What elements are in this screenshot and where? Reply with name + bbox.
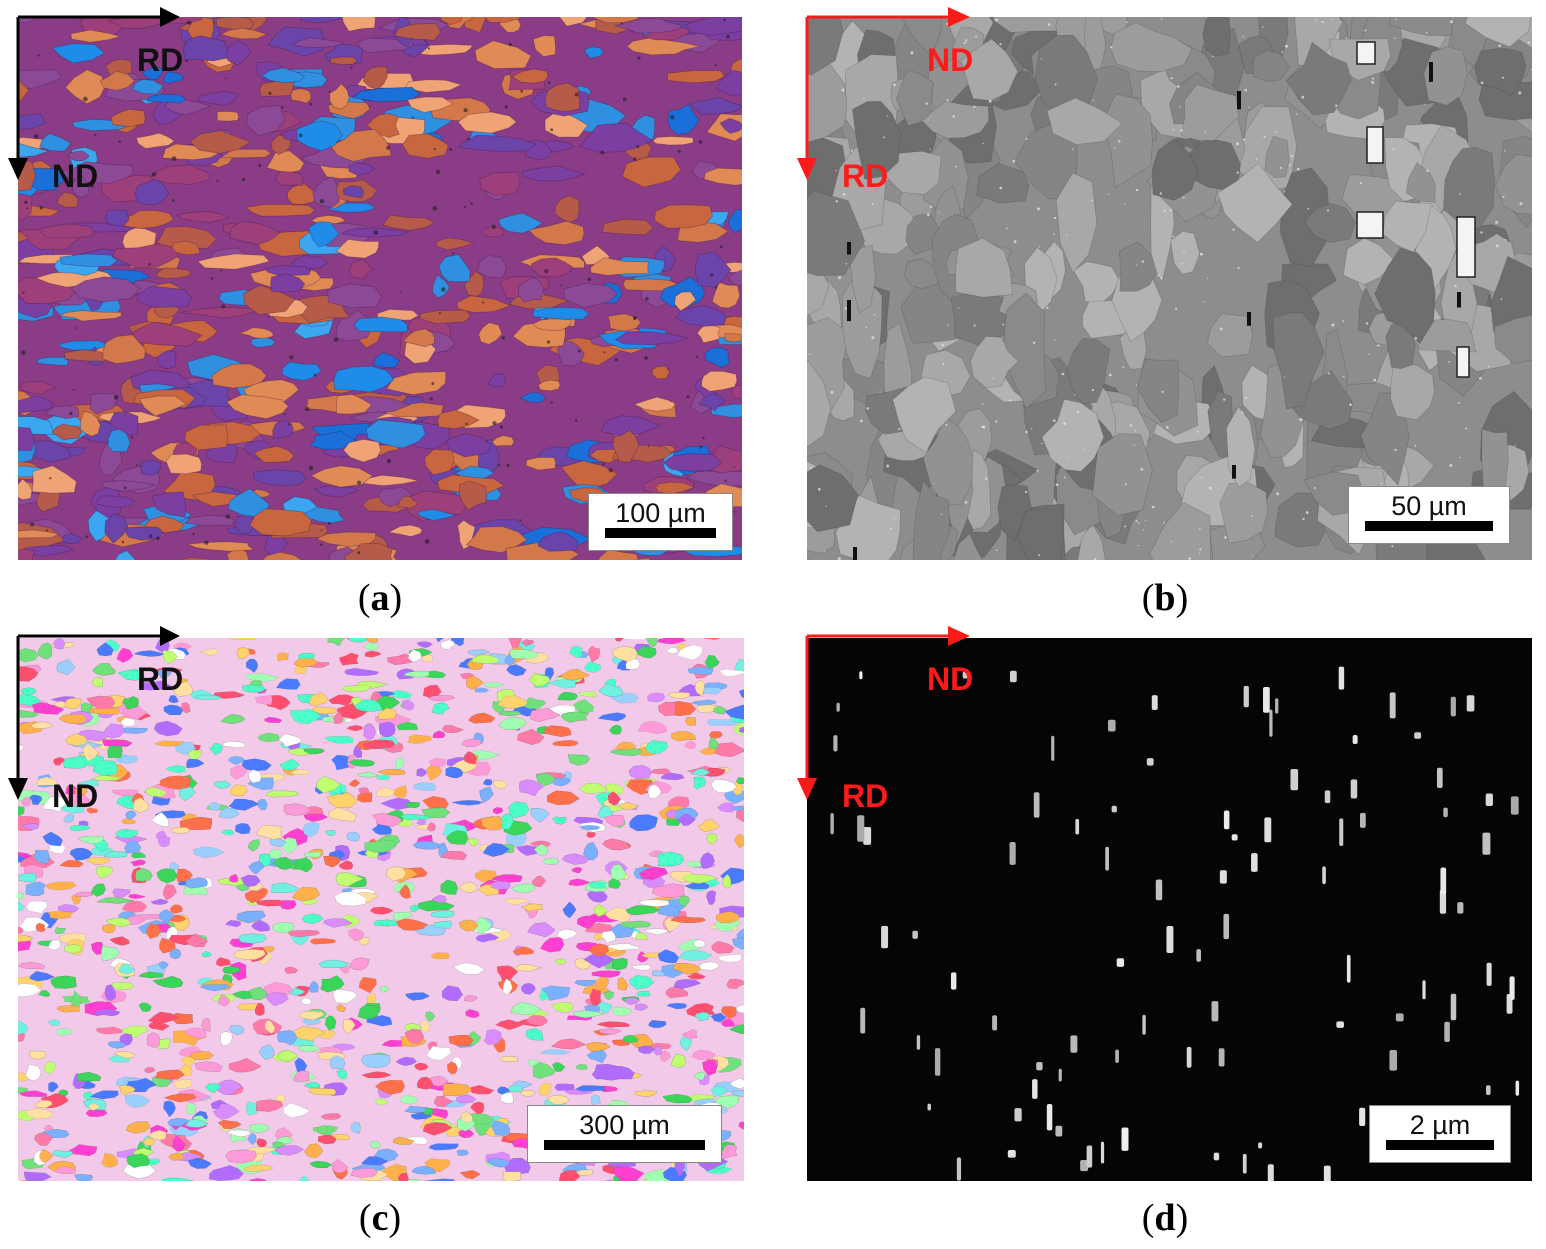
axis-label-top: RD (137, 42, 184, 78)
panel-a-micrograph: RD ND 100 µm (18, 17, 742, 560)
sem-precipitates-image (807, 638, 1532, 1181)
axis-label-top: ND (927, 42, 974, 78)
caption-letter: c (371, 1197, 389, 1239)
axis-label-top: ND (927, 661, 974, 697)
scale-bar: 300 µm (527, 1105, 722, 1163)
axis-label-side: RD (842, 778, 889, 814)
caption-d: (d) (1141, 1197, 1189, 1239)
panel-c-micrograph: RD ND 300 µm (18, 638, 744, 1181)
caption-letter: d (1154, 1197, 1176, 1239)
scale-bar-line (1386, 1140, 1494, 1150)
caption-b: (b) (1141, 577, 1189, 619)
scale-bar-label: 50 µm (1391, 491, 1467, 521)
caption-letter: a (370, 577, 390, 619)
scale-bar: 100 µm (588, 493, 733, 551)
caption-a: (a) (357, 577, 403, 619)
axis-label-side: ND (52, 158, 99, 194)
caption-letter: b (1154, 577, 1176, 619)
axis-label-side: ND (52, 778, 99, 814)
panel-d-micrograph: ND RD 2 µm (807, 638, 1532, 1181)
scale-bar-label: 300 µm (579, 1110, 670, 1140)
scale-bar-line (544, 1140, 705, 1150)
axis-label-top: RD (137, 661, 184, 697)
axis-label-side: RD (842, 158, 889, 194)
scale-bar-label: 2 µm (1409, 1110, 1471, 1140)
scale-bar-line (1365, 521, 1493, 531)
panel-b-micrograph: ND RD 50 µm (807, 17, 1532, 560)
scale-bar: 50 µm (1348, 486, 1510, 544)
scale-bar-line (605, 528, 716, 538)
scale-bar-label: 100 µm (615, 498, 706, 528)
caption-c: (c) (358, 1197, 402, 1239)
sem-backscatter-image (807, 17, 1532, 560)
optical-micrograph-image (18, 17, 742, 560)
scale-bar: 2 µm (1369, 1105, 1511, 1163)
ebsd-orientation-map-image (18, 638, 744, 1181)
